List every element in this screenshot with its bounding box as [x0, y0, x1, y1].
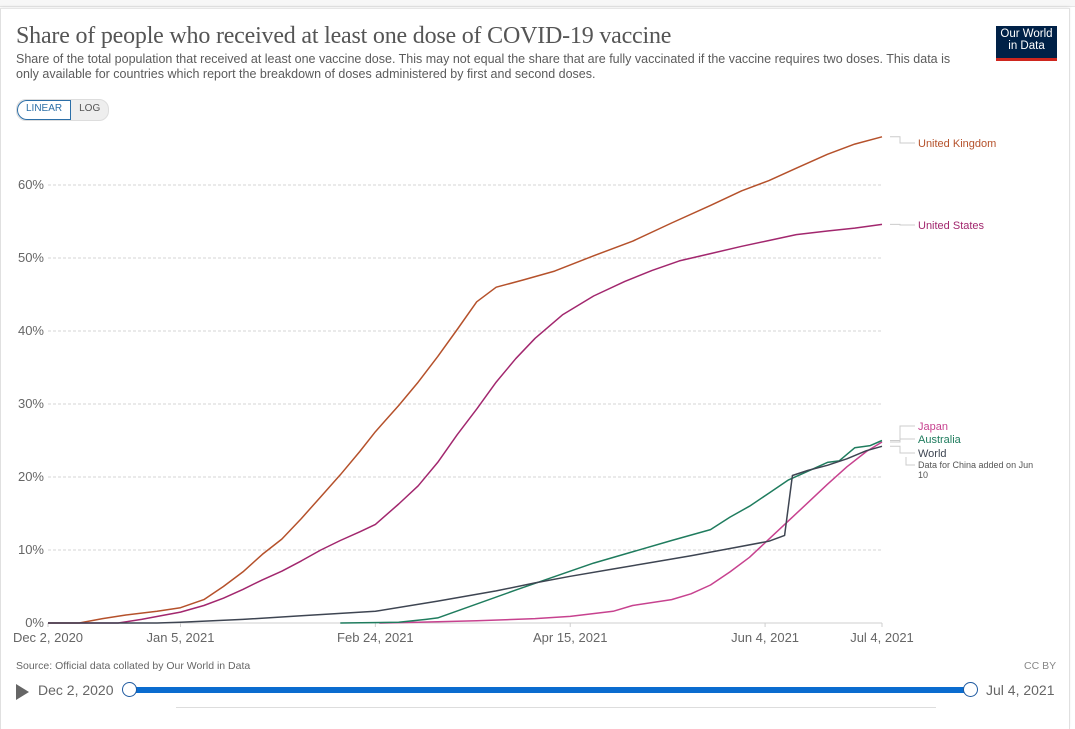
timeline-end-label: Jul 4, 2021 — [986, 682, 1055, 698]
logo-line-1: Our World — [1000, 28, 1053, 40]
play-icon[interactable] — [16, 684, 29, 700]
x-tick-label: Jul 4, 2021 — [850, 630, 914, 645]
chart-card — [0, 8, 1070, 729]
browser-top-edge — [0, 0, 1075, 7]
legend-connector — [890, 223, 915, 226]
legend-label-united-states[interactable]: United States — [918, 220, 985, 232]
world-annotation: Data for China added on Jun — [918, 460, 1033, 470]
timeline-start-handle[interactable] — [122, 682, 137, 697]
series-line-world[interactable] — [48, 445, 883, 624]
chart-title: Share of people who received at least on… — [16, 23, 672, 49]
x-tick-label: Jun 4, 2021 — [731, 630, 799, 645]
source-note[interactable]: Source: Official data collated by Our Wo… — [16, 660, 251, 672]
timeline-start-label: Dec 2, 2020 — [38, 682, 114, 698]
line-chart: 0% 10% 20% 30% 40% 50% 60% Dec 2, 2020 Jan 5, 20… — [13, 136, 1033, 645]
license-link[interactable]: CC BY — [1024, 660, 1057, 672]
timeline-track[interactable] — [130, 687, 970, 693]
series-line-australia[interactable] — [340, 439, 883, 624]
y-tick-label: 10% — [18, 542, 44, 557]
tab-strip-edge — [176, 707, 936, 712]
legend-label-world[interactable]: World — [918, 448, 947, 460]
x-tick-label: Dec 2, 2020 — [13, 630, 83, 645]
y-tick-label: 0% — [25, 615, 44, 630]
y-tick-label: 20% — [18, 469, 44, 484]
y-tick-label: 40% — [18, 323, 44, 338]
chart-subtitle: Share of the total population that recei… — [16, 52, 951, 81]
annotation-connector — [905, 457, 915, 466]
series-line-japan[interactable] — [379, 441, 883, 624]
logo-accent-bar — [996, 58, 1057, 61]
legend-label-australia[interactable]: Australia — [918, 434, 962, 446]
series-line-united-kingdom[interactable] — [48, 136, 883, 624]
x-tick-label: Feb 24, 2021 — [337, 630, 414, 645]
legend-connector — [890, 136, 915, 144]
log-scale-button[interactable]: LOG — [79, 103, 101, 114]
y-tick-label: 30% — [18, 396, 44, 411]
legend-label-japan[interactable]: Japan — [918, 421, 948, 433]
scale-toggle: LINEAR LOG — [16, 99, 110, 121]
series-line-united-states[interactable] — [48, 223, 883, 624]
timeline-end-handle[interactable] — [963, 682, 978, 697]
linear-scale-button[interactable]: LINEAR — [17, 100, 72, 120]
timeline-slider: Dec 2, 2020 Jul 4, 2021 — [16, 680, 1061, 702]
owid-logo[interactable]: Our World in Data — [996, 26, 1057, 61]
legend-connector — [890, 438, 915, 441]
y-tick-label: 60% — [18, 177, 44, 192]
legend-label-united-kingdom[interactable]: United Kingdom — [918, 138, 996, 150]
x-tick-label: Apr 15, 2021 — [533, 630, 607, 645]
legend-connector — [890, 425, 915, 443]
world-annotation: 10 — [918, 470, 928, 480]
y-tick-label: 50% — [18, 250, 44, 265]
x-tick-label: Jan 5, 2021 — [147, 630, 215, 645]
logo-line-2: in Data — [1008, 40, 1045, 52]
legend-connector — [890, 445, 915, 454]
